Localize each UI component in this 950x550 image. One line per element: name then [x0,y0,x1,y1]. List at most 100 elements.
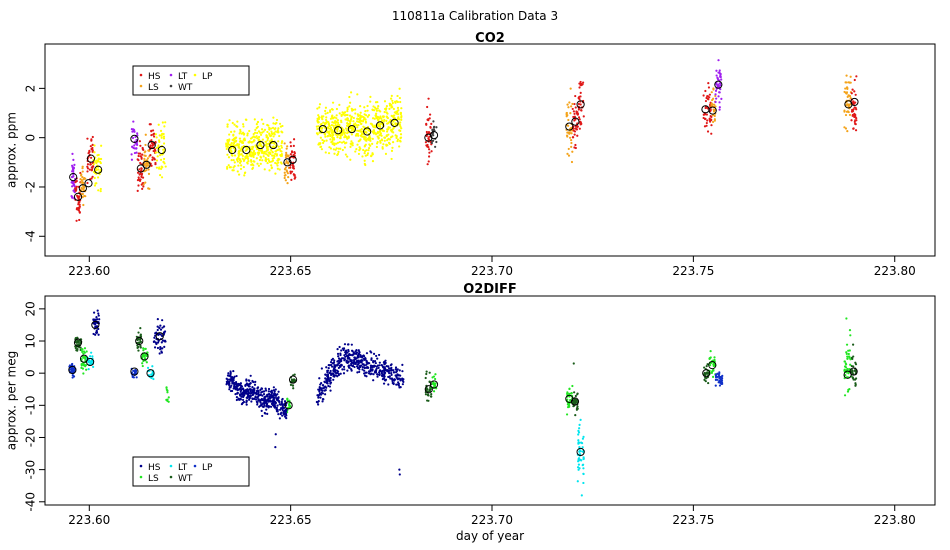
mean-marker [850,97,859,107]
data-point [89,145,92,148]
data-point [387,122,390,125]
data-point [249,388,252,391]
mean-marker [702,369,711,378]
data-point [164,165,167,168]
data-point [375,115,378,118]
data-point [82,203,85,207]
data-point [263,168,266,171]
data-point [357,355,360,358]
data-point [326,373,330,376]
data-point [266,395,269,398]
data-point [716,83,720,86]
data-point [348,357,351,360]
data-point [138,341,141,344]
data-point [382,382,386,385]
data-point [81,176,84,179]
data-point [225,377,228,380]
data-point [323,140,326,143]
data-point [344,153,347,156]
data-point [137,154,140,158]
data-point [339,129,342,133]
data-point [153,148,157,151]
data-point [575,128,578,131]
data-point [156,341,160,344]
data-point [241,145,244,149]
data-point [430,150,433,153]
data-point [355,352,358,356]
data-point [78,200,81,204]
data-point [256,403,259,406]
data-point [578,82,581,85]
data-point [432,390,436,393]
data-point [257,152,260,155]
data-point [434,382,437,385]
data-point [292,387,295,390]
data-point [155,159,159,162]
data-point [267,400,270,403]
data-point [721,377,724,380]
data-point [356,371,359,374]
data-point [324,135,327,138]
data-point [133,370,136,373]
data-point [226,153,229,156]
data-point [394,366,398,369]
mean-marker [429,131,439,140]
data-point [260,387,263,390]
data-point [157,123,160,126]
data-point [339,372,342,375]
data-point [853,106,856,109]
data-point [134,135,137,139]
data-point [254,144,257,147]
data-point [328,146,331,149]
data-point [427,138,431,141]
figure-title: 110811a Calibration Data 3 [392,9,558,23]
data-point [236,143,239,146]
data-point [325,366,328,369]
data-point [226,125,229,128]
data-point [146,366,150,369]
data-point [225,145,228,148]
data-point [233,161,236,164]
data-point [136,132,139,135]
data-point [329,135,332,138]
data-point [241,393,244,396]
data-point [366,115,369,118]
data-point [387,133,390,136]
data-point [577,439,580,442]
data-point [350,361,353,364]
data-point [228,119,231,122]
data-point [247,141,250,144]
data-point [286,155,290,158]
data-point [358,350,361,353]
data-point [88,149,91,152]
data-point [342,140,345,143]
data-point [707,86,711,89]
data-point [572,110,575,113]
data-point [571,150,574,153]
data-point [398,468,401,471]
data-point [162,132,165,136]
data-point [232,146,235,150]
mean-marker [576,100,585,109]
data-point [346,108,349,111]
data-point [383,366,386,369]
data-point [262,122,265,125]
data-point [259,156,263,159]
data-point [385,115,388,118]
data-point [158,134,162,137]
data-point [579,418,582,421]
data-point [388,107,391,110]
data-point [566,392,569,395]
data-point [159,328,163,331]
data-point [80,348,84,351]
data-point [316,120,319,123]
data-point [257,135,261,139]
data-point [250,141,253,144]
data-point [98,318,101,321]
data-point [91,146,94,150]
data-point [251,385,254,389]
data-point [140,169,143,172]
data-point [292,167,296,170]
data-point [392,382,395,386]
